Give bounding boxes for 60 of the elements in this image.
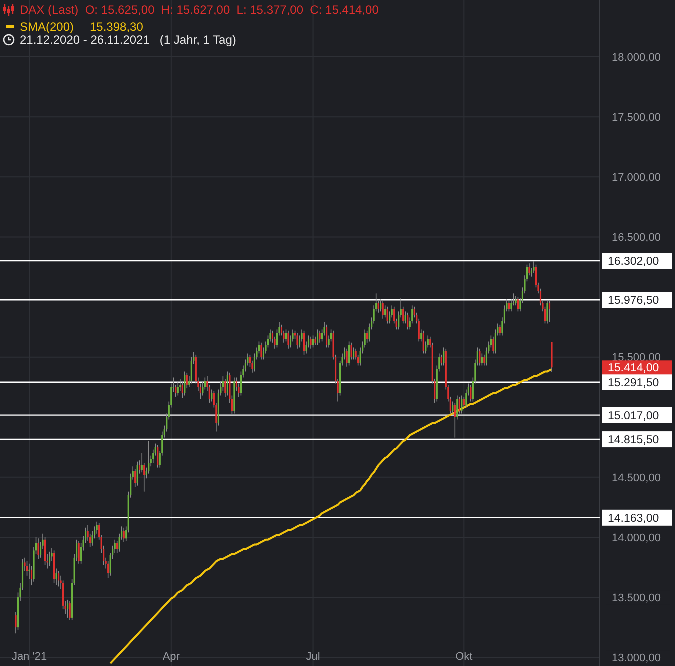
candlestick: [288, 330, 290, 350]
text: 21.12.2020 - 26.11.2021 (1 Jahr, 1 Tag): [20, 33, 236, 47]
legend-label: SMA(200): [20, 20, 74, 34]
chart-title: DAX (Last) O: 15.625,00 H: 15.627,00 L: 15.377,00 C: 15.414,00: [20, 3, 380, 17]
candlestick: [48, 551, 51, 567]
y-tick-label: 17.000,00: [612, 172, 661, 184]
candlestick: [316, 329, 319, 346]
x-tick-label: Okt: [456, 651, 473, 663]
candlestick: [461, 395, 463, 414]
candlestick: [190, 356, 192, 384]
candlestick: [58, 570, 60, 588]
x-tick-label: Apr: [162, 651, 180, 663]
candlestick: [517, 296, 520, 312]
y-tick-label: 14.000,00: [612, 532, 661, 544]
ref-line-label: 15.017,00: [608, 410, 660, 422]
candlestick: [348, 341, 350, 366]
annotation: 15.398,30: [90, 20, 144, 34]
y-tick-label: 16.500,00: [612, 232, 661, 244]
x-tick-label: Jul: [306, 651, 320, 663]
y-tick-label: 18.000,00: [612, 52, 661, 64]
candlestick: [479, 348, 481, 366]
candlestick: [508, 300, 510, 312]
line-series: [110, 368, 553, 665]
candlestick: [312, 335, 314, 348]
candlestick: [177, 382, 179, 396]
text: 15.414,00: [608, 362, 660, 375]
ref-line-label: 14.815,50: [608, 434, 660, 447]
candlestick: [353, 347, 355, 360]
candlestick: [546, 300, 548, 324]
ref-line-label: 15.976,50: [608, 295, 660, 308]
candlestick: [136, 461, 138, 486]
candlestick: [67, 600, 69, 618]
x-tick-label: Jan '21: [12, 651, 48, 663]
candlestick: [422, 330, 424, 354]
ref-line-label: 16.302,00: [608, 256, 660, 268]
candlestick: [260, 342, 262, 360]
candlestick: [386, 306, 388, 324]
candlestick: [319, 330, 321, 344]
ref-line-label: 15.291,50: [608, 377, 660, 390]
candlestick: [326, 324, 328, 348]
candlestick: [184, 371, 186, 396]
candlestick: [157, 444, 159, 468]
candlestick: [26, 561, 28, 576]
ref-line-label: 14.163,00: [608, 512, 660, 525]
candlestick: [78, 540, 80, 564]
candlestick: [303, 330, 306, 356]
candlestick: [296, 332, 298, 350]
y-tick-label: 14.500,00: [612, 472, 661, 484]
candlestick: [148, 441, 150, 474]
candlestick: [310, 336, 312, 350]
candlestick: [548, 300, 551, 323]
y-tick-label: 13.500,00: [612, 592, 661, 604]
candlestick: [123, 527, 125, 543]
candlestick: [382, 300, 384, 320]
candlestick: [38, 538, 40, 560]
y-tick-label: 17.500,00: [612, 112, 661, 124]
candlestick: [481, 353, 483, 366]
candlestick: [44, 537, 46, 566]
candlestick: [407, 312, 409, 330]
y-tick-label: 13.000,00: [612, 652, 661, 664]
